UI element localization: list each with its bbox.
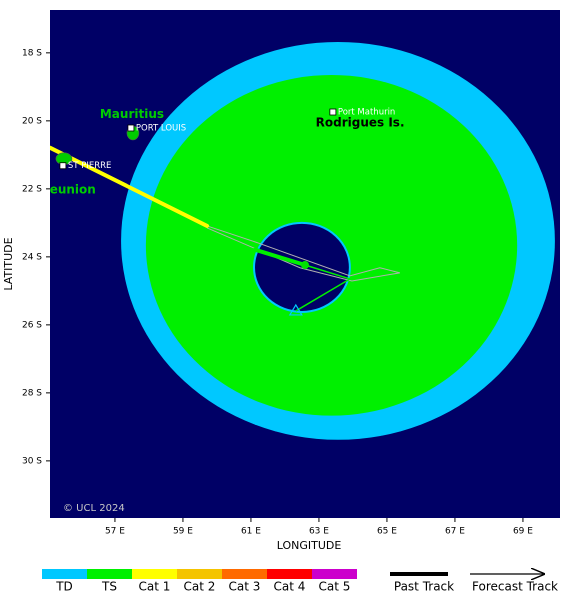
legend-swatch xyxy=(222,569,267,579)
legend-swatch xyxy=(132,569,177,579)
town-label: ST PIERRE xyxy=(68,161,111,171)
past-track xyxy=(253,247,307,268)
legend-label: Cat 4 xyxy=(274,580,306,594)
legend-swatch xyxy=(177,569,222,579)
town-marker xyxy=(329,108,337,116)
legend: Past Track Forecast Track TD TS Cat 1 Cat 2… xyxy=(42,569,558,594)
legend-label: Cat 3 xyxy=(229,580,261,594)
legend-label: Cat 5 xyxy=(319,580,351,594)
legend-label: Past Track xyxy=(394,580,454,594)
forecast-cone xyxy=(206,225,400,282)
town-marker xyxy=(59,162,67,170)
y-tick-label: 28 S xyxy=(22,388,42,398)
forecast-track xyxy=(295,264,352,312)
legend-swatch xyxy=(42,569,87,579)
legend-label: Cat 2 xyxy=(184,580,216,594)
x-tick-label: 61 E xyxy=(241,527,261,537)
island-label: Rodrigues Is. xyxy=(316,115,405,129)
x-tick-label: 67 E xyxy=(445,527,465,537)
x-tick-label: 59 E xyxy=(173,527,193,537)
y-tick-label: 30 S xyxy=(22,456,42,466)
legend-label: Cat 1 xyxy=(139,580,171,594)
y-tick-label: 24 S xyxy=(22,252,42,262)
x-axis-label: LONGITUDE xyxy=(277,539,342,552)
legend-label: TD xyxy=(55,580,73,594)
forecast-end-marker xyxy=(288,303,303,316)
map-layer xyxy=(50,41,555,440)
x-tick-label: 63 E xyxy=(309,527,329,537)
copyright: © UCL 2024 xyxy=(63,503,125,514)
legend-label: Forecast Track xyxy=(472,580,558,594)
map-labels: 57 E 59 E 61 E 63 E 65 E 67 E 69 E 18 S 20 S 22 S… xyxy=(22,48,533,536)
island-label: Mauritius xyxy=(100,107,164,121)
town-label: PORT LOUIS xyxy=(136,123,186,133)
x-tick-label: 57 E xyxy=(105,527,125,537)
town-marker xyxy=(127,124,135,132)
y-tick-label: 26 S xyxy=(22,320,42,330)
legend-swatch xyxy=(267,569,312,579)
y-axis-label: LATITUDE xyxy=(2,237,15,290)
legend-label: TS xyxy=(101,580,117,594)
x-tick-label: 69 E xyxy=(513,527,533,537)
town-label: Port Mathurin xyxy=(338,108,395,118)
legend-swatch xyxy=(312,569,357,579)
past-track xyxy=(50,145,210,228)
y-tick-label: 22 S xyxy=(22,184,42,194)
x-tick-label: 65 E xyxy=(377,527,397,537)
y-tick-label: 20 S xyxy=(22,116,42,126)
island-label: eunion xyxy=(50,182,96,196)
legend-swatch xyxy=(87,569,132,579)
storm-center xyxy=(301,261,309,270)
y-tick-label: 18 S xyxy=(22,48,42,58)
